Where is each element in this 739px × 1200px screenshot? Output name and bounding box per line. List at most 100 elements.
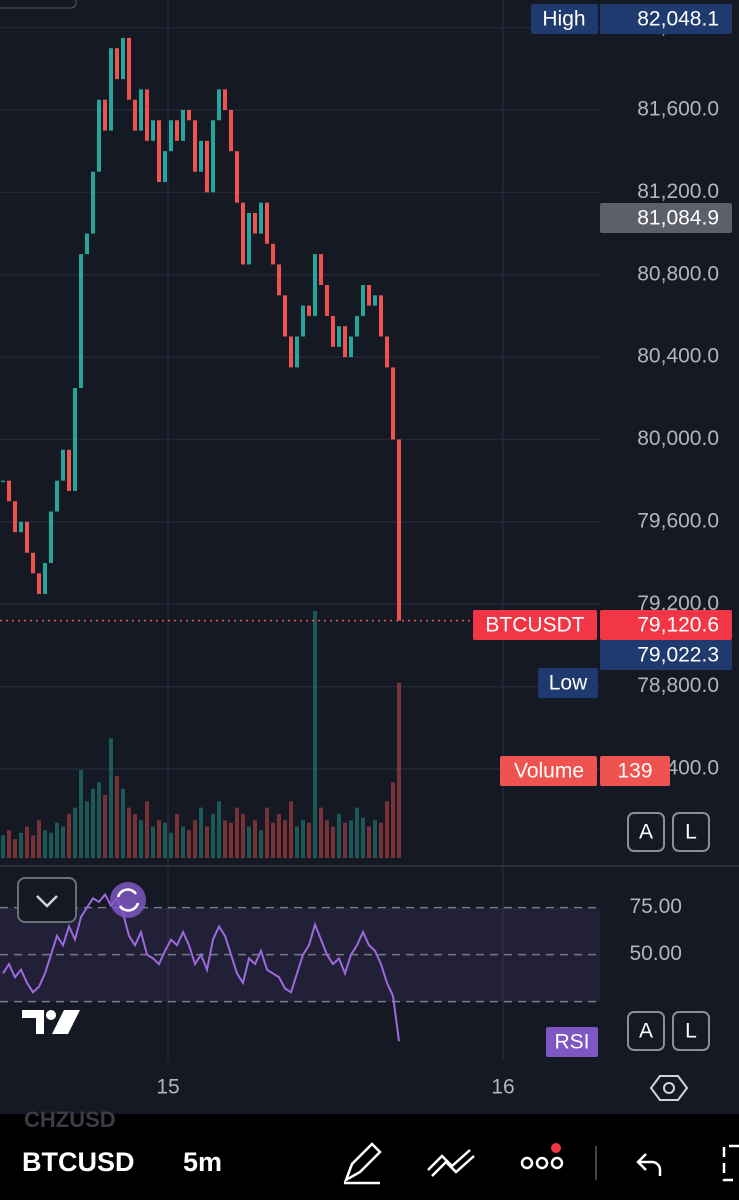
candle-body xyxy=(43,563,47,594)
volume-bar xyxy=(247,826,251,858)
undo-icon[interactable] xyxy=(636,1153,662,1176)
volume-bar xyxy=(199,807,203,858)
volume-bar xyxy=(91,788,95,858)
candle-body xyxy=(121,37,125,80)
last-price-badge: 79,120.6 xyxy=(637,614,719,637)
volume-bar xyxy=(241,813,245,858)
candle-body xyxy=(253,212,257,234)
candle-body xyxy=(259,202,263,234)
low-label: Low xyxy=(549,672,588,695)
candle-body xyxy=(271,243,275,265)
volume-bar xyxy=(397,682,401,858)
volume-bar xyxy=(43,830,47,858)
candle-body xyxy=(157,120,161,183)
volume-bar xyxy=(133,813,137,858)
volume-bar xyxy=(391,782,395,858)
log-scale-button[interactable] xyxy=(672,1011,710,1051)
settings-icon[interactable] xyxy=(649,1075,689,1101)
candle-body xyxy=(397,439,401,621)
toolbar-interval[interactable]: 5m xyxy=(183,1147,222,1177)
symbol-fade xyxy=(150,1130,164,1190)
volume-bar xyxy=(283,820,287,858)
more-dot[interactable] xyxy=(520,1156,534,1170)
volume-bar xyxy=(373,820,377,858)
volume-bar xyxy=(61,826,65,858)
log-scale-label: L xyxy=(685,1020,697,1043)
candle-body xyxy=(247,212,251,265)
price-tick-label: 81,200.0 xyxy=(637,180,719,203)
candle-body xyxy=(1,480,5,483)
candle-body xyxy=(181,109,185,141)
ghost-symbol: CHZUSD xyxy=(24,1107,116,1132)
volume-bar xyxy=(331,826,335,858)
candle-body xyxy=(301,305,305,337)
sync-icon xyxy=(116,888,140,912)
volume-bar xyxy=(229,822,233,858)
candle-body xyxy=(313,254,317,316)
time-label: 16 xyxy=(491,1076,514,1099)
candle-body xyxy=(385,336,389,368)
volume-bar xyxy=(145,801,149,858)
candle-body xyxy=(187,109,191,121)
volume-bar xyxy=(49,832,53,858)
candle-body xyxy=(373,295,377,306)
candle-body xyxy=(223,89,227,110)
auto-scale-button[interactable] xyxy=(627,812,665,852)
volume-bar xyxy=(289,801,293,858)
candle-body xyxy=(169,120,173,152)
volume-bar xyxy=(7,830,11,858)
candle-body xyxy=(79,254,83,388)
volume-bar xyxy=(97,782,101,858)
volume-bar xyxy=(367,826,371,858)
lines-icon[interactable] xyxy=(427,1149,475,1177)
candle-body xyxy=(49,511,53,564)
volume-bar xyxy=(169,832,173,858)
logo-dot xyxy=(46,1010,56,1020)
auto-scale-label: A xyxy=(639,1020,653,1043)
price-tick-label: 80,800.0 xyxy=(637,262,719,285)
symbol-badge: BTCUSDT xyxy=(485,614,584,637)
volume-bar xyxy=(385,801,389,858)
collapse-button[interactable] xyxy=(17,877,77,923)
volume-bar xyxy=(271,822,275,858)
sync-button[interactable] xyxy=(110,882,146,918)
log-scale-button[interactable] xyxy=(672,812,710,852)
high-label-bg xyxy=(531,4,598,34)
low-value-bg xyxy=(600,640,732,670)
volume-bar xyxy=(109,738,113,858)
volume-bar xyxy=(301,820,305,858)
rsi-line xyxy=(2,892,400,1042)
fullscreen-icon[interactable] xyxy=(722,1144,739,1182)
volume-bar xyxy=(265,807,269,858)
candle-body xyxy=(97,99,101,172)
top-button[interactable] xyxy=(0,0,77,9)
volume-bar xyxy=(223,820,227,858)
candle-body xyxy=(37,573,41,594)
candle-body xyxy=(31,552,35,574)
volume-bar xyxy=(235,807,239,858)
low-value: 79,022.3 xyxy=(637,644,719,667)
high-value: 82,048.1 xyxy=(637,8,719,31)
grid: 82,000.081,600.081,200.080,800.080,400.0… xyxy=(0,0,719,1060)
candle-body xyxy=(319,254,323,286)
volume-bar xyxy=(205,826,209,858)
toolbar-symbol[interactable]: BTCUSD xyxy=(22,1147,135,1177)
volume-bar xyxy=(55,822,59,858)
candle-body xyxy=(277,264,281,296)
volume-bar xyxy=(1,835,5,858)
candle-body xyxy=(307,305,311,316)
candle-body xyxy=(325,285,329,316)
candle-body xyxy=(103,99,107,131)
volume-bar xyxy=(79,769,83,858)
candle-body xyxy=(211,120,215,193)
draw-icon[interactable] xyxy=(343,1142,382,1185)
auto-scale-button[interactable] xyxy=(627,1011,665,1051)
candle-body xyxy=(235,151,239,203)
candle-body xyxy=(55,480,59,512)
price-tick-label: 80,000.0 xyxy=(637,427,719,450)
candle-body xyxy=(13,501,17,533)
crosshair-value: 81,084.9 xyxy=(637,207,719,230)
candle-body xyxy=(289,336,293,368)
candle-body xyxy=(193,120,197,172)
